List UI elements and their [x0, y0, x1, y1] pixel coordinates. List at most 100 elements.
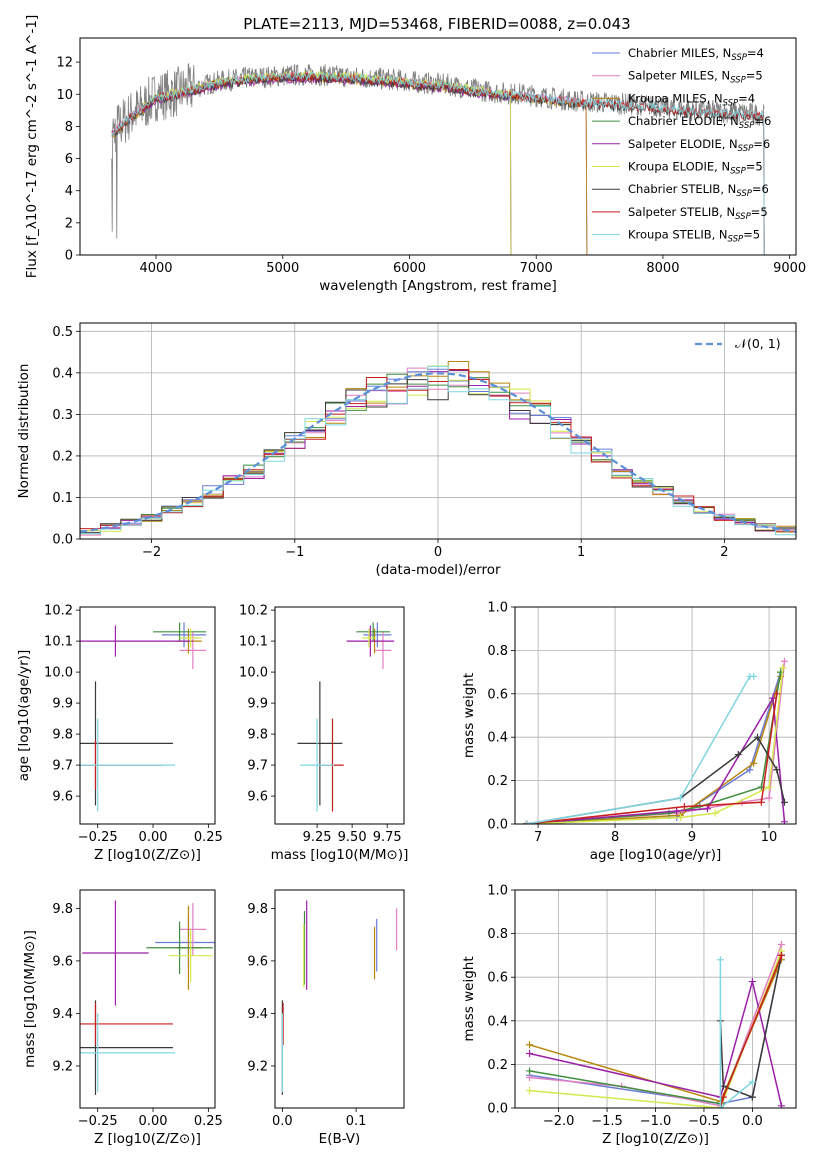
mass_vs_Z-axes: −0.25 0.00 0.25 9.2 9.4 9.6 9.8 Z [log10(Z/Z⊙)]…: [22, 889, 223, 1147]
y-tick-label: 0.0: [52, 533, 73, 548]
y-tick-label: 10.0: [239, 666, 268, 681]
mass-weight-point: [773, 766, 781, 774]
mass-weight-point: [780, 818, 788, 824]
mass-weight-point: [748, 978, 756, 986]
x-tick-label: 7: [534, 830, 542, 845]
residual_histogram-plot: [80, 361, 796, 536]
model-spectrum-8: [111, 70, 765, 255]
y-tick-label: 10.0: [44, 666, 73, 681]
mass-weight-point: [711, 809, 719, 817]
y-tick-label: 0.4: [52, 366, 73, 381]
x-tick-label: 9000: [773, 261, 806, 276]
mass-weight-point: [665, 809, 673, 817]
mass-weight-point: [526, 1067, 534, 1075]
x-axis-label: Z [log10(Z/Z⊙)]: [94, 1131, 201, 1147]
x-tick-label: 0.25: [194, 830, 223, 845]
x-tick-label: 1: [577, 545, 585, 560]
legend-label: Salpeter STELIB, NSSP=5: [628, 205, 768, 222]
x-tick-label: −0.25: [78, 1114, 118, 1129]
x-tick-label: 0.0: [742, 1114, 763, 1129]
y-tick-label: 9.4: [247, 1007, 268, 1022]
y-tick-label: 0.1: [52, 491, 73, 506]
y-tick-label: 10.2: [44, 604, 73, 619]
mass-weight-point: [716, 1104, 724, 1108]
legend-label: Salpeter ELODIE, NSSP=6: [628, 137, 770, 154]
mass-weight-point: [677, 794, 685, 802]
mass-weight-point: [526, 1050, 534, 1057]
mass-weight-point: [750, 672, 758, 680]
legend-label: Chabrier MILES, NSSP=4: [628, 46, 764, 63]
y-tick-label: 10.1: [44, 635, 73, 650]
mass-weight-point: [526, 1073, 534, 1081]
y-tick-label: 9.2: [247, 1059, 268, 1074]
x-tick-label: 0.1: [346, 1114, 367, 1129]
x-tick-label: 5000: [266, 261, 299, 276]
residual-hist-8: [80, 365, 796, 536]
y-tick-label: 0.8: [487, 644, 508, 659]
x-tick-label: 9.25: [303, 830, 332, 845]
y-tick-label: 9.6: [52, 954, 73, 969]
y-tick-label: 0.0: [487, 818, 508, 833]
mass-weight-line-8: [526, 675, 754, 824]
axes-frame: [79, 322, 797, 540]
mass-weight-point: [765, 783, 773, 791]
age_vs_Z-axes: −0.25 0.00 0.25 9.6 9.7 9.8 9.9 10.0 10.1 10.2 Z […: [16, 604, 223, 863]
y-tick-label: 9.6: [52, 790, 73, 805]
mass_vs_Z-plot: [80, 900, 215, 1095]
y-tick-label: 9.6: [247, 790, 268, 805]
x-tick-label: 10: [761, 830, 778, 845]
legend-label: Chabrier STELIB, NSSP=6: [628, 182, 769, 199]
mass-weight-point: [523, 820, 531, 824]
y-tick-label: 9.8: [52, 902, 73, 917]
x-tick-label: 2: [720, 545, 728, 560]
mass_vs_EBV-axes: 0.0 0.1 9.2 9.4 9.6 9.8 E(B-V): [247, 889, 405, 1147]
x-axis-label: mass [log10(M/M⊙)]: [271, 847, 409, 863]
x-tick-label: −1: [285, 545, 304, 560]
x-tick-label: −2: [142, 545, 161, 560]
y-tick-label: 1.0: [487, 884, 508, 899]
mass-weight-point: [765, 794, 773, 802]
mass-weight-line-4: [529, 981, 783, 1106]
axes-frame: [274, 606, 405, 825]
x-tick-label: 9.75: [373, 830, 402, 845]
x-tick-label: −2.0: [543, 1114, 575, 1129]
x-tick-label: 0.0: [272, 1114, 293, 1129]
y-tick-label: 0.4: [487, 1014, 508, 1029]
mass-weight-point: [777, 1102, 785, 1108]
x-tick-label: 9: [688, 830, 696, 845]
y-axis-label: mass [log10(M/M⊙)]: [22, 930, 38, 1068]
y-tick-label: 10.1: [239, 635, 268, 650]
legend-label: Chabrier ELODIE, NSSP=6: [628, 114, 771, 131]
figure-title: PLATE=2113, MJD=53468, FIBERID=0088, z=0…: [243, 15, 630, 33]
y-tick-label: 0.2: [52, 449, 73, 464]
mass-weight-point: [746, 766, 754, 774]
x-axis-label: E(B-V): [319, 1131, 361, 1147]
mass_vs_EBV-plot: [281, 900, 398, 1095]
legend-label: Kroupa MILES, NSSP=4: [628, 91, 755, 108]
axes-frame: [79, 606, 216, 825]
y-tick-label: 0: [65, 249, 73, 264]
legend-label: Kroupa ELODIE, NSSP=5: [628, 160, 763, 177]
x-tick-label: 6000: [393, 261, 426, 276]
spectrum-axes: 4000 5000 6000 7000 8000 9000 0 2 4 6 8 10 12 wavelen…: [24, 15, 806, 294]
model-spectrum-4: [142, 74, 512, 255]
mass_weight_vs_Z-plot: [526, 941, 785, 1108]
y-tick-label: 9.7: [247, 759, 268, 774]
mass-weight-point: [748, 1093, 756, 1101]
x-tick-label: 9.50: [338, 830, 367, 845]
legend-label: Kroupa STELIB, NSSP=5: [628, 228, 760, 245]
y-tick-label: 10: [56, 88, 73, 103]
mass-weight-line-4: [526, 695, 786, 824]
y-tick-label: 0.8: [487, 927, 508, 942]
x-tick-label: 0.25: [194, 1114, 223, 1129]
y-tick-label: 0.3: [52, 408, 73, 423]
residual_histogram-axes: −2 −1 0 1 2 0.0 0.1 0.2 0.3 0.4 0.5 (data-model)/er…: [16, 322, 797, 578]
mass-weight-point: [734, 751, 742, 759]
mass-weight-point: [703, 805, 711, 813]
x-tick-label: 8: [611, 830, 619, 845]
y-tick-label: 12: [56, 56, 73, 71]
mass-weight-point: [777, 941, 785, 948]
mass-weight-line-1: [529, 944, 783, 1107]
x-axis-label: Z [log10(Z/Z⊙)]: [602, 1131, 709, 1147]
y-tick-label: 0.6: [487, 687, 508, 702]
